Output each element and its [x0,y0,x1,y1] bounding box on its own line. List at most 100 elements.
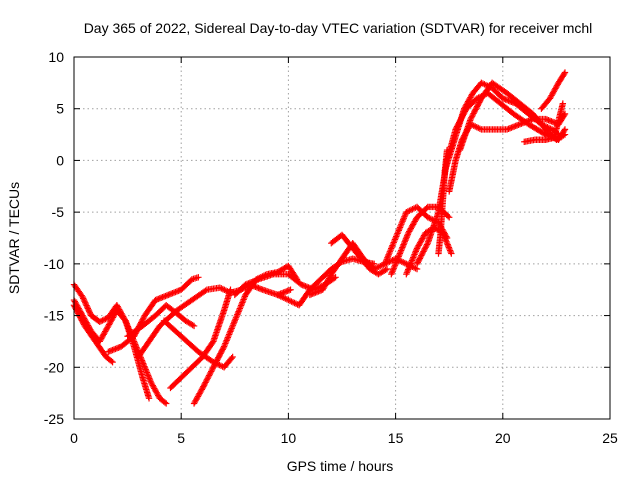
data-point-marker [221,341,228,349]
data-point-marker [190,322,198,330]
data-point-marker [443,146,451,154]
data-point-marker [229,353,236,361]
data-point-marker [471,107,479,114]
satellite-track-23 [435,146,451,257]
data-point-marker [199,384,206,392]
x-axis-label: GPS time / hours [287,458,394,474]
data-point-marker [414,259,421,266]
data-point-marker [475,124,482,132]
data-point-marker [79,318,86,325]
data-point-marker [83,302,90,309]
data-point-marker [382,266,389,274]
data-point-marker [76,313,83,320]
data-point-marker [399,216,407,223]
data-point-marker [403,234,410,241]
data-point-marker [408,257,416,264]
data-point-marker [420,246,428,254]
data-point-marker [391,236,399,243]
y-tick-label: 0 [56,152,64,168]
data-point-marker [389,240,397,248]
data-point-marker [227,326,235,334]
data-point-marker [476,125,484,132]
data-point-marker [398,245,405,253]
data-point-marker [391,262,399,269]
data-point-marker [100,316,108,323]
data-point-marker [393,231,401,239]
data-point-marker [382,257,390,265]
data-point-marker [415,257,422,265]
data-point-marker [218,348,225,356]
data-point-marker [396,250,404,257]
data-point-marker [560,70,568,78]
data-point-marker [84,305,92,312]
data-point-marker [71,303,78,310]
data-point-marker [560,127,568,134]
data-point-marker [205,373,212,381]
data-point-marker [239,297,247,305]
data-point-marker [277,293,284,300]
data-point-marker [473,123,480,131]
data-point-marker [240,296,247,303]
data-point-marker [470,110,477,117]
data-point-marker [472,123,479,130]
data-point-marker [216,361,223,369]
y-tick-label: -25 [44,411,64,427]
data-point-marker [403,208,410,216]
data-point-marker [72,304,79,312]
data-point-marker [399,244,406,251]
data-point-marker [214,361,222,368]
data-point-marker [420,248,427,255]
chart-title: Day 365 of 2022, Sidereal Day-to-day VTE… [84,20,593,36]
data-point-marker [406,207,413,214]
data-point-marker [471,108,478,116]
data-point-marker [213,360,220,367]
data-point-marker [396,225,403,233]
data-point-marker [145,395,153,402]
data-point-marker [386,250,393,257]
data-point-marker [405,266,412,273]
data-point-marker [241,293,249,300]
y-tick-label: 5 [56,101,64,117]
data-point-marker [203,377,210,385]
data-point-marker [374,264,381,271]
data-point-marker [86,309,94,316]
data-point-marker [291,299,298,307]
data-point-marker [99,317,106,324]
x-tick-label: 0 [70,430,78,446]
data-point-marker [221,286,228,294]
data-point-marker [97,317,105,325]
data-point-marker [228,325,235,332]
data-point-marker [383,256,390,263]
data-point-marker [218,347,226,354]
data-point-marker [222,338,230,346]
data-point-marker [385,251,392,258]
satellite-track-13 [328,231,391,278]
y-tick-label: -20 [44,359,64,375]
data-point-marker [401,259,408,267]
satellite-track-9 [160,317,236,371]
data-point-marker [409,255,416,263]
data-point-marker [418,251,426,258]
data-point-marker [227,328,234,335]
data-point-marker [234,309,242,317]
data-point-marker [387,245,395,252]
data-point-marker [198,386,206,393]
data-point-marker [230,320,237,327]
data-point-marker [399,218,406,225]
data-point-marker [237,303,244,311]
data-point-marker [206,370,213,378]
data-point-marker [404,208,412,215]
data-point-marker [224,334,232,341]
data-point-marker [285,296,292,304]
data-point-marker [541,130,548,137]
data-point-marker [282,295,289,302]
data-point-marker [560,111,568,119]
data-point-marker [146,376,154,384]
data-point-marker [200,382,208,389]
data-point-marker [468,114,475,121]
data-point-marker [416,255,424,262]
data-point-marker [410,254,417,261]
data-point-marker [162,400,170,407]
data-point-marker [418,252,425,259]
x-tick-label: 5 [177,430,185,446]
